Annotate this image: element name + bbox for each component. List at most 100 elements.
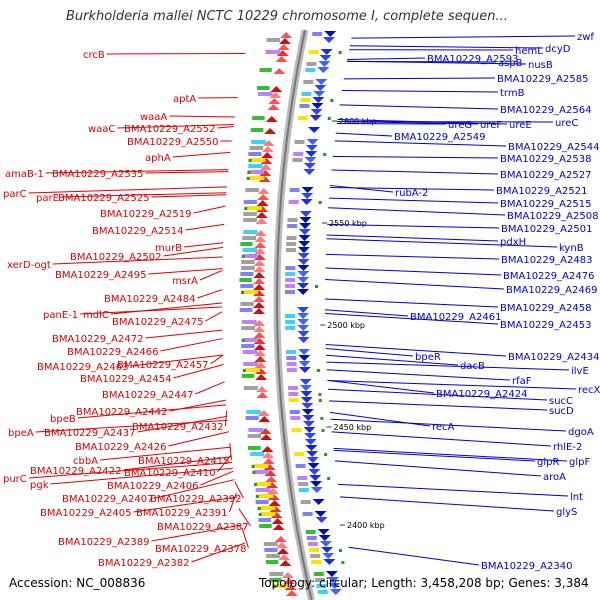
- feature-arrow-blue: [301, 403, 314, 409]
- feature-arrow-red: [256, 200, 269, 206]
- left-gene-label: aptA: [173, 94, 196, 105]
- left-leader-line: [168, 431, 229, 447]
- left-gene-label: parE: [36, 193, 59, 204]
- feature-arrow-red: [254, 350, 267, 356]
- feature-block: [285, 290, 296, 294]
- feature-block: [248, 164, 263, 168]
- feature-arrow-blue: [305, 445, 318, 451]
- feature-block: [240, 272, 254, 276]
- right-leader-line: [339, 496, 555, 512]
- feature-block: [259, 524, 272, 528]
- right-leader-line: [329, 187, 495, 191]
- feature-arrow-blue: [317, 67, 330, 73]
- feature-arrow-blue: [300, 199, 313, 205]
- feature-arrow-red: [253, 260, 266, 266]
- feature-block: [313, 572, 324, 576]
- feature-block: [285, 272, 296, 276]
- feature-arrow-blue: [306, 139, 319, 145]
- feature-arrow-red: [253, 308, 266, 314]
- feature-arrow-blue: [299, 211, 312, 217]
- feature-block: [266, 38, 281, 42]
- tick-dot: [339, 549, 343, 552]
- right-gene-label: ilvE: [571, 366, 589, 377]
- feature-arrow-red: [272, 524, 285, 530]
- feature-arrow-blue: [299, 385, 312, 391]
- feature-arrow-red: [285, 590, 298, 596]
- left-leader-line: [28, 186, 227, 194]
- left-gene-label: BMA10229_A2454: [80, 374, 171, 385]
- feature-arrow-blue: [297, 289, 310, 295]
- feature-arrow-red: [256, 392, 269, 398]
- feature-block: [285, 248, 296, 252]
- right-gene-label: BMA10229_A2585: [497, 74, 588, 85]
- feature-arrow-blue: [323, 559, 336, 565]
- right-leader-line: [348, 546, 480, 566]
- feature-block: [286, 242, 297, 246]
- left-gene-label: BMA10229_A2432: [132, 422, 223, 433]
- feature-arrow-blue: [312, 97, 325, 103]
- feature-block: [245, 188, 259, 192]
- feature-block: [241, 320, 257, 324]
- left-gene-label: BMA10229_A2466: [67, 347, 158, 358]
- feature-block: [266, 554, 280, 558]
- feature-arrow-blue: [308, 469, 321, 475]
- kbp-label: 2550 kbp: [329, 219, 367, 228]
- left-leader-line: [133, 496, 238, 513]
- feature-block: [259, 68, 272, 72]
- feature-arrow-blue: [303, 169, 316, 175]
- feature-arrow-red: [257, 194, 270, 200]
- feature-arrow-blue: [303, 427, 316, 433]
- right-leader-line: [325, 312, 499, 325]
- right-gene-label: BMA10229_A2549: [394, 132, 485, 143]
- feature-arrow-blue: [311, 103, 324, 109]
- feature-arrow-blue: [297, 253, 310, 259]
- feature-arrow-red: [255, 212, 268, 218]
- left-leader-line: [77, 404, 227, 419]
- feature-arrow-blue: [312, 499, 325, 505]
- feature-block: [273, 584, 290, 588]
- feature-arrow-red: [260, 158, 273, 164]
- feature-arrow-red: [256, 206, 269, 212]
- feature-block: [294, 140, 305, 144]
- feature-arrow-blue: [307, 463, 320, 469]
- tick-dot: [242, 369, 246, 372]
- feature-arrow-blue: [319, 541, 332, 547]
- feature-block: [259, 506, 276, 510]
- feature-arrow-blue: [313, 91, 326, 97]
- feature-block: [263, 542, 278, 546]
- tick-dot: [244, 207, 248, 210]
- feature-arrow-blue: [299, 217, 312, 223]
- feature-block: [240, 242, 253, 246]
- left-leader-line: [155, 479, 235, 499]
- feature-arrow-red: [254, 356, 267, 362]
- tick-dot: [341, 561, 345, 564]
- right-leader-line: [326, 238, 558, 248]
- feature-arrow-red: [257, 188, 270, 194]
- feature-block: [286, 236, 297, 240]
- feature-block: [252, 464, 269, 468]
- feature-block: [289, 410, 300, 414]
- right-leader-line: [326, 369, 511, 381]
- feature-arrow-red: [253, 248, 266, 254]
- feature-arrow-red: [259, 170, 272, 176]
- feature-arrow-red: [255, 218, 268, 224]
- feature-arrow-red: [278, 554, 291, 560]
- feature-block: [285, 314, 296, 318]
- feature-block: [241, 326, 256, 330]
- feature-arrow-red: [262, 458, 275, 464]
- left-gene-label: BMA10229_A2457: [117, 360, 208, 371]
- feature-arrow-red: [269, 506, 282, 512]
- left-leader-line: [238, 508, 251, 527]
- feature-arrow-blue: [322, 553, 335, 559]
- left-leader-line: [234, 481, 244, 499]
- right-leader-line: [334, 140, 507, 147]
- feature-block: [255, 482, 271, 486]
- feature-block: [265, 50, 281, 54]
- feature-block: [240, 284, 254, 288]
- feature-block: [311, 560, 322, 564]
- feature-arrow-blue: [309, 115, 322, 121]
- feature-block: [316, 584, 327, 588]
- feature-arrow-red: [259, 428, 272, 434]
- feature-block: [285, 278, 296, 282]
- feature-arrow-red: [253, 278, 266, 284]
